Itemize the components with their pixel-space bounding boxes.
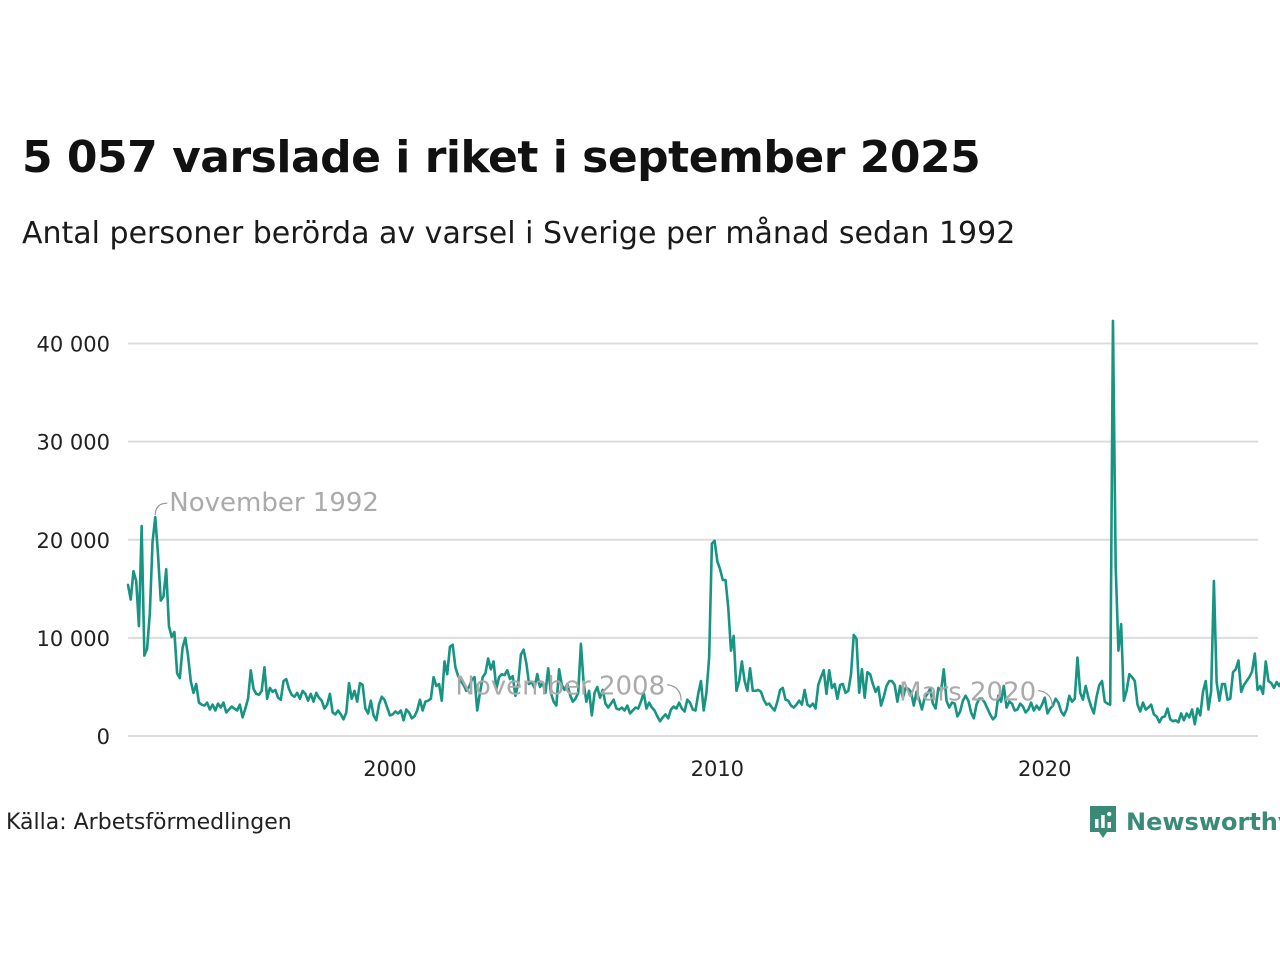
annotation-label: November 1992	[169, 488, 379, 518]
y-tick-label: 20 000	[37, 529, 110, 553]
source-note: Källa: Arbetsförmedlingen	[6, 810, 292, 835]
grid-layer	[128, 342, 1258, 737]
x-tick-label: 2010	[691, 757, 744, 781]
newsworthy-logo-icon	[1090, 806, 1116, 838]
chart-title: 5 057 varslade i riket i september 2025	[22, 132, 981, 183]
series-line	[126, 319, 1280, 726]
annotation-connector	[154, 502, 168, 516]
x-tick-label: 2020	[1018, 757, 1071, 781]
y-tick-label: 30 000	[37, 431, 110, 455]
annotation-connector	[667, 684, 682, 701]
x-tick-label: 2000	[363, 757, 416, 781]
annotation-label: Mars 2020	[899, 678, 1036, 708]
chart-subtitle: Antal personer berörda av varsel i Sveri…	[22, 216, 1016, 251]
annotation-label: November 2008	[455, 672, 665, 702]
annotation-connector	[1038, 689, 1053, 707]
y-tick-label: 0	[97, 725, 110, 749]
y-tick-label: 10 000	[37, 627, 110, 651]
brand-name: Newsworthy	[1126, 808, 1280, 836]
x-axis: 2000 2010 2020	[363, 757, 1071, 781]
brand-logo: Newsworthy	[1088, 804, 1280, 840]
annotation-layer: November 1992 November 2008 Mars 2020	[154, 488, 1053, 708]
y-tick-label: 40 000	[37, 333, 110, 357]
y-axis: 0 10 000 20 000 30 000 40 000	[37, 333, 110, 749]
series-layer	[126, 319, 1280, 726]
